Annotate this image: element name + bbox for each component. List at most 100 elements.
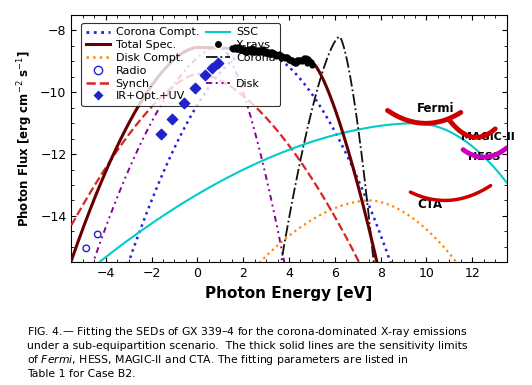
SSC — [426, 122, 433, 127]
Point — [278, 53, 287, 59]
Disk Compt. — [68, 275, 74, 280]
Synch. — [503, 275, 510, 280]
Total Spec. — [377, 275, 384, 280]
Disk Compt. — [329, 207, 336, 211]
Disk — [147, 122, 154, 126]
Synch. — [147, 106, 154, 110]
Point — [300, 55, 308, 61]
Corona — [329, 44, 336, 49]
Point — [240, 46, 248, 52]
Point — [306, 59, 315, 65]
Corona — [336, 34, 343, 39]
Point — [305, 58, 313, 64]
Point — [208, 64, 217, 70]
Point — [296, 57, 305, 63]
Synch. — [329, 210, 336, 215]
Point — [239, 47, 247, 53]
Point — [230, 44, 239, 50]
Total Spec. — [194, 45, 201, 50]
Point — [238, 47, 246, 53]
Point — [82, 245, 90, 251]
SSC — [68, 275, 74, 280]
Line: Total Spec.: Total Spec. — [71, 47, 506, 278]
Disk Compt. — [366, 198, 372, 203]
Point — [276, 52, 285, 58]
Total Spec. — [235, 47, 241, 51]
Point — [280, 55, 289, 61]
Point — [253, 47, 261, 54]
Point — [231, 46, 240, 52]
Point — [168, 116, 177, 122]
SSC — [329, 133, 336, 138]
Disk Compt. — [503, 275, 510, 280]
Point — [240, 49, 249, 55]
Line: Synch.: Synch. — [71, 74, 506, 278]
Corona Compt. — [426, 275, 433, 280]
Corona — [393, 275, 400, 280]
Total Spec. — [426, 275, 433, 280]
Synch. — [194, 72, 201, 76]
Point — [252, 48, 260, 54]
Total Spec. — [329, 100, 336, 105]
Point — [201, 72, 210, 79]
Point — [284, 57, 293, 64]
Point — [292, 60, 300, 66]
Point — [284, 55, 292, 61]
Point — [277, 55, 286, 61]
Corona Compt. — [393, 275, 400, 280]
Point — [295, 58, 303, 64]
SSC — [147, 222, 154, 227]
Disk — [217, 44, 223, 48]
Point — [257, 49, 265, 55]
Disk — [68, 275, 74, 280]
Point — [229, 45, 238, 51]
Point — [262, 47, 270, 54]
Legend: Corona Compt., Total Spec., Disk Compt., Radio, Synch., IR+Opt.+UV, SSC, X-rays,: Corona Compt., Total Spec., Disk Compt.,… — [81, 23, 280, 106]
Point — [269, 50, 278, 56]
Disk — [503, 275, 510, 280]
Text: F$\mathregular{IG}$. 4.— Fitting the SEDs of GX 339–4 for the corona-dominated X: F$\mathregular{IG}$. 4.— Fitting the SED… — [27, 325, 468, 378]
Disk Compt. — [147, 275, 154, 280]
Disk Compt. — [393, 206, 400, 210]
Point — [156, 131, 165, 137]
Corona Compt. — [147, 201, 154, 206]
SSC — [235, 170, 241, 175]
Text: HESS: HESS — [468, 152, 500, 162]
Point — [302, 55, 310, 61]
Disk Compt. — [235, 275, 241, 280]
Point — [271, 51, 280, 57]
Point — [266, 51, 275, 57]
Point — [247, 49, 255, 55]
Total Spec. — [68, 258, 74, 263]
Point — [191, 85, 200, 91]
Point — [307, 62, 316, 68]
Corona Compt. — [351, 169, 358, 174]
Corona — [235, 275, 241, 280]
Corona — [147, 275, 154, 280]
Corona — [426, 275, 433, 280]
Point — [282, 54, 291, 60]
SSC — [351, 128, 358, 132]
Point — [235, 45, 243, 51]
Point — [255, 47, 263, 54]
Point — [273, 52, 281, 58]
Text: CTA: CTA — [417, 198, 443, 211]
Point — [286, 57, 295, 63]
Point — [246, 48, 254, 54]
Line: Corona Compt.: Corona Compt. — [71, 49, 506, 278]
Disk — [426, 275, 433, 280]
Point — [256, 49, 264, 55]
Point — [267, 49, 276, 55]
Total Spec. — [503, 275, 510, 280]
Line: Corona: Corona — [71, 37, 506, 278]
Synch. — [235, 89, 241, 94]
Point — [264, 49, 272, 55]
Total Spec. — [147, 85, 154, 90]
Point — [258, 49, 267, 55]
Corona — [68, 275, 74, 280]
Synch. — [364, 275, 370, 280]
Point — [254, 49, 262, 55]
Text: MAGIC-II: MAGIC-II — [461, 132, 514, 142]
Point — [268, 49, 277, 55]
Synch. — [393, 275, 400, 280]
